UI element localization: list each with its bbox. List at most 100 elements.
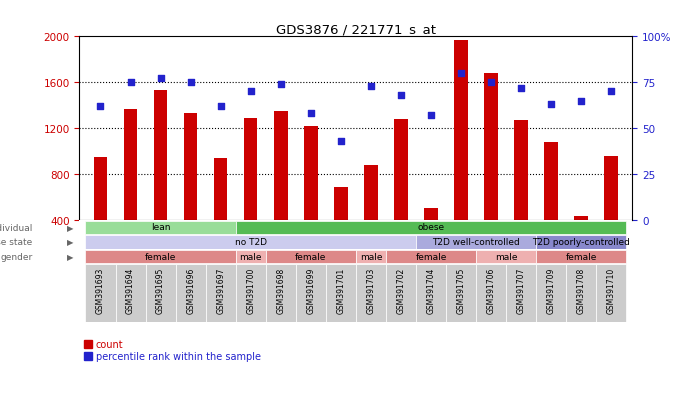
Text: T2D well-controlled: T2D well-controlled [432, 237, 520, 247]
Bar [266, 264, 296, 322]
Text: GSM391707: GSM391707 [517, 267, 526, 313]
Point [515, 85, 527, 92]
Point [245, 89, 256, 95]
Bar [184, 114, 198, 221]
Bar [536, 264, 566, 322]
Bar [364, 165, 378, 221]
Bar [86, 236, 416, 249]
Text: GSM391703: GSM391703 [366, 267, 375, 313]
Text: ▶: ▶ [68, 238, 74, 247]
Bar [424, 209, 437, 221]
Bar [334, 187, 348, 221]
Text: GSM391701: GSM391701 [337, 267, 346, 313]
Text: female: female [145, 252, 176, 261]
Text: gender: gender [0, 252, 32, 261]
Text: GSM391706: GSM391706 [486, 267, 495, 313]
Text: GSM391702: GSM391702 [397, 267, 406, 313]
Bar [566, 264, 596, 322]
Bar [484, 74, 498, 221]
Text: GSM391708: GSM391708 [577, 267, 586, 313]
Point [486, 80, 497, 86]
Bar [154, 91, 167, 221]
Text: GSM391709: GSM391709 [547, 267, 556, 313]
Bar [356, 250, 386, 263]
Bar [356, 264, 386, 322]
Bar [386, 250, 476, 263]
Bar [476, 250, 536, 263]
Bar [274, 112, 287, 221]
Text: GSM391699: GSM391699 [306, 267, 315, 313]
Point [305, 111, 316, 117]
Text: GSM391698: GSM391698 [276, 267, 285, 313]
Text: male: male [359, 252, 382, 261]
Text: GSM391700: GSM391700 [246, 267, 255, 313]
Text: obese: obese [417, 223, 444, 232]
Point [546, 102, 557, 108]
Bar [416, 236, 536, 249]
Bar [476, 264, 506, 322]
Bar [446, 264, 476, 322]
Text: GSM391697: GSM391697 [216, 267, 225, 313]
Bar [386, 264, 416, 322]
Bar [506, 264, 536, 322]
Bar [326, 264, 356, 322]
Point [455, 71, 466, 77]
Point [606, 89, 617, 95]
Bar [536, 250, 626, 263]
Title: GDS3876 / 221771_s_at: GDS3876 / 221771_s_at [276, 23, 436, 36]
Point [426, 113, 437, 119]
Bar [86, 221, 236, 234]
Text: female: female [565, 252, 597, 261]
Text: no T2D: no T2D [235, 237, 267, 247]
Bar [514, 121, 528, 221]
Bar [244, 119, 258, 221]
Bar [236, 221, 626, 234]
Point [125, 80, 136, 86]
Bar [236, 250, 266, 263]
Bar [596, 264, 626, 322]
Bar [115, 264, 146, 322]
Bar [304, 126, 318, 221]
Point [95, 104, 106, 110]
Point [275, 81, 286, 88]
Bar [86, 250, 236, 263]
Bar [545, 142, 558, 221]
Text: GSM391694: GSM391694 [126, 267, 135, 313]
Point [576, 98, 587, 104]
Text: GSM391695: GSM391695 [156, 267, 165, 313]
Text: GSM391696: GSM391696 [186, 267, 195, 313]
Point [395, 93, 406, 99]
Bar [214, 159, 227, 221]
Bar [124, 109, 138, 221]
Text: male: male [240, 252, 262, 261]
Point [155, 76, 166, 83]
Text: T2D poorly-controlled: T2D poorly-controlled [532, 237, 630, 247]
Text: male: male [495, 252, 518, 261]
Bar [266, 250, 356, 263]
Bar [236, 264, 266, 322]
Text: GSM391693: GSM391693 [96, 267, 105, 313]
Bar [94, 157, 107, 221]
Bar [416, 264, 446, 322]
Text: ▶: ▶ [68, 252, 74, 261]
Bar [574, 217, 588, 221]
Text: female: female [295, 252, 326, 261]
Text: lean: lean [151, 223, 171, 232]
Text: GSM391710: GSM391710 [607, 267, 616, 313]
Bar [296, 264, 326, 322]
Point [185, 80, 196, 86]
Text: female: female [415, 252, 446, 261]
Text: GSM391704: GSM391704 [426, 267, 435, 313]
Text: ▶: ▶ [68, 223, 74, 232]
Text: disease state: disease state [0, 238, 32, 247]
Bar [394, 120, 408, 221]
Point [366, 83, 377, 90]
Bar [536, 236, 626, 249]
Bar [206, 264, 236, 322]
Bar [605, 156, 618, 221]
Text: GSM391705: GSM391705 [457, 267, 466, 313]
Bar [454, 40, 468, 221]
Bar [176, 264, 206, 322]
Bar [86, 264, 115, 322]
Point [215, 104, 226, 110]
